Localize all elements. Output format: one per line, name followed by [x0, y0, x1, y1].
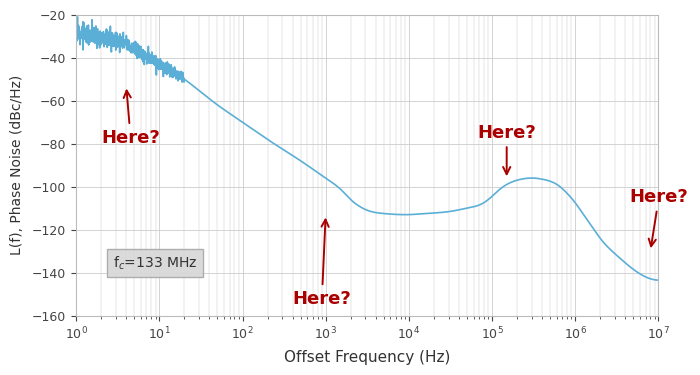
Text: Here?: Here?: [102, 91, 160, 147]
Y-axis label: L(f), Phase Noise (dBc/Hz): L(f), Phase Noise (dBc/Hz): [10, 75, 24, 255]
Text: f$_c$=133 MHz: f$_c$=133 MHz: [113, 254, 197, 272]
Text: Here?: Here?: [293, 219, 351, 308]
X-axis label: Offset Frequency (Hz): Offset Frequency (Hz): [284, 350, 451, 365]
Text: Here?: Here?: [477, 123, 536, 174]
Text: Here?: Here?: [629, 188, 688, 246]
